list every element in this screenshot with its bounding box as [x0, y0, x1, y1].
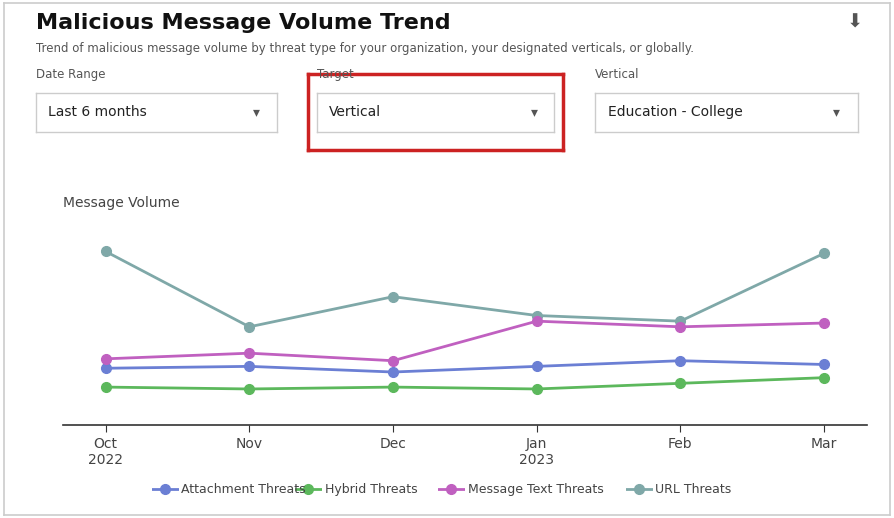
- Text: ⬇: ⬇: [847, 13, 863, 32]
- Text: Date Range: Date Range: [36, 68, 105, 81]
- Text: URL Threats: URL Threats: [655, 483, 731, 496]
- Text: Attachment Threats: Attachment Threats: [181, 483, 306, 496]
- Text: Trend of malicious message volume by threat type for your organization, your des: Trend of malicious message volume by thr…: [36, 42, 694, 55]
- Text: Message Volume: Message Volume: [63, 196, 179, 210]
- Text: Vertical: Vertical: [329, 105, 382, 120]
- Text: Last 6 months: Last 6 months: [48, 105, 147, 120]
- Text: ▾: ▾: [253, 105, 260, 120]
- Text: Vertical: Vertical: [595, 68, 639, 81]
- Text: Hybrid Threats: Hybrid Threats: [325, 483, 417, 496]
- Text: Message Text Threats: Message Text Threats: [468, 483, 603, 496]
- Text: ▾: ▾: [833, 105, 839, 120]
- Text: Target: Target: [317, 68, 354, 81]
- Text: ▾: ▾: [531, 105, 537, 120]
- Text: Malicious Message Volume Trend: Malicious Message Volume Trend: [36, 13, 451, 33]
- Text: Education - College: Education - College: [608, 105, 742, 120]
